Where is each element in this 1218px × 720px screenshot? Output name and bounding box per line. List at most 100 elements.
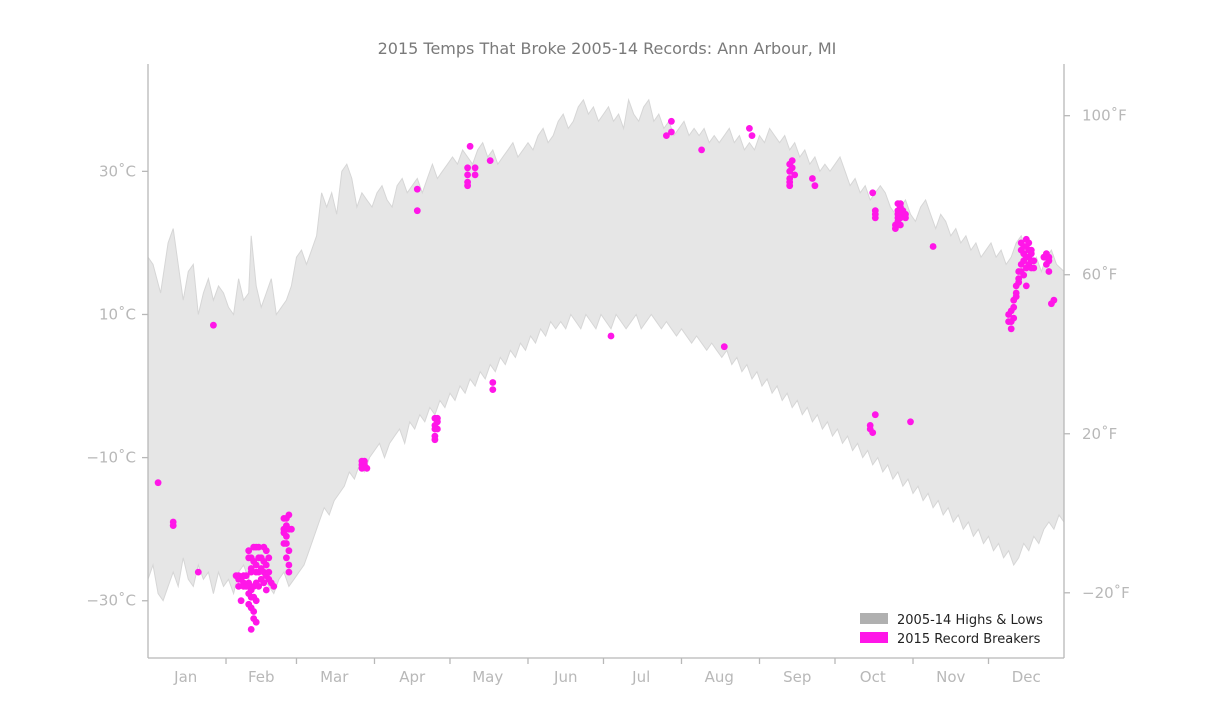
record-breaker-point: [929, 243, 937, 250]
record-breaker-point: [247, 568, 255, 576]
record-breaker-point: [154, 479, 162, 487]
record-breaker-point: [748, 132, 756, 140]
record-breaker-point: [1020, 271, 1028, 279]
x-tick-label: Jun: [553, 668, 577, 686]
record-breaker-point: [1045, 253, 1053, 261]
record-breaker-point: [252, 618, 260, 626]
record-breaker-point: [1027, 246, 1035, 254]
record-points-layer: [154, 117, 1058, 633]
record-breaker-point: [210, 321, 217, 329]
record-breaker-point: [663, 132, 670, 140]
record-breaker-point: [265, 568, 273, 576]
record-breaker-point: [869, 189, 877, 197]
record-breaker-point: [237, 597, 245, 605]
record-breaker-point: [194, 568, 202, 576]
legend-swatch-records: [860, 632, 888, 643]
record-breaker-point: [809, 175, 816, 182]
record-breaker-point: [897, 221, 904, 229]
record-breaker-point: [1012, 289, 1020, 297]
record-breaker-point: [283, 554, 290, 562]
record-breaker-point: [897, 214, 904, 222]
record-breaker-point: [607, 332, 615, 340]
record-breaker-point: [698, 146, 705, 154]
record-breaker-point: [746, 124, 753, 132]
record-breaker-point: [902, 214, 909, 222]
left-y-tick-label: 10˚C: [99, 305, 136, 323]
record-breaker-point: [434, 418, 441, 426]
record-breaker-point: [270, 583, 278, 590]
record-breaker-point: [489, 386, 497, 393]
record-breaker-point: [1007, 325, 1015, 333]
record-breaker-point: [720, 343, 728, 351]
record-breaker-point: [413, 207, 421, 215]
right-y-tick-label: 20˚F: [1082, 425, 1117, 443]
record-breaker-point: [262, 586, 270, 594]
record-breaker-point: [169, 522, 177, 529]
record-breaker-point: [235, 583, 243, 590]
x-tick-label: Mar: [320, 668, 349, 686]
record-breaker-point: [892, 225, 899, 233]
legend-label-records: 2015 Record Breakers: [897, 632, 1041, 647]
record-breaker-point: [288, 525, 295, 533]
record-breaker-point: [464, 171, 471, 179]
legend-label-band: 2005-14 Highs & Lows: [897, 613, 1043, 628]
record-breaker-point: [1045, 268, 1053, 275]
record-breaker-point: [1010, 303, 1018, 311]
record-breaker-point: [285, 568, 293, 576]
record-breaker-point: [413, 185, 421, 193]
record-breaker-point: [262, 547, 270, 555]
record-breaker-point: [668, 128, 675, 136]
record-breaker-point: [363, 464, 371, 472]
historic-band-layer: [147, 97, 1065, 602]
record-breaker-point: [252, 561, 260, 569]
x-tick-label: Jul: [631, 668, 650, 686]
record-breaker-point: [486, 157, 494, 165]
x-tick-label: Nov: [936, 668, 965, 686]
record-breaker-point: [1022, 282, 1030, 290]
record-breaker-point: [1030, 264, 1038, 272]
x-tick-label: Sep: [783, 668, 811, 686]
right-y-tick-label: 100˚F: [1082, 107, 1127, 125]
x-axis-ticks: Jan Feb Mar Apr May Jun Jul Aug Sep Oct Nov Dec: [173, 658, 1041, 686]
right-y-axis-ticks: 100˚F 60˚F 20˚F −20˚F: [1064, 107, 1130, 602]
record-breaker-point: [788, 164, 796, 172]
record-breaker-point: [907, 418, 914, 426]
left-y-tick-label: 30˚C: [99, 162, 136, 180]
x-tick-label: Dec: [1012, 668, 1041, 686]
record-breaker-point: [262, 561, 270, 569]
record-breaker-point: [471, 164, 479, 172]
record-breaker-point: [250, 608, 258, 615]
record-breaker-point: [786, 182, 794, 190]
right-y-tick-label: −20˚F: [1082, 584, 1130, 602]
record-breaker-point: [871, 411, 879, 419]
record-breaker-point: [791, 171, 799, 179]
left-y-tick-label: −10˚C: [86, 449, 136, 467]
record-breaker-point: [1050, 296, 1058, 304]
record-breaker-point: [431, 436, 439, 444]
record-breaker-point: [260, 579, 268, 587]
record-breaker-point: [361, 457, 368, 465]
record-breaker-point: [285, 547, 293, 555]
x-tick-label: Aug: [705, 668, 734, 686]
x-tick-label: Apr: [399, 668, 426, 686]
x-tick-label: Jan: [173, 668, 197, 686]
record-breaker-point: [285, 561, 293, 569]
record-breaker-point: [434, 425, 441, 433]
record-breaker-point: [283, 532, 290, 540]
x-tick-label: May: [472, 668, 503, 686]
record-breaker-point: [871, 214, 879, 222]
record-breaker-point: [285, 511, 293, 519]
x-tick-label: Feb: [248, 668, 275, 686]
record-breaker-point: [489, 379, 497, 386]
legend-swatch-band: [860, 613, 888, 624]
left-y-tick-label: −30˚C: [86, 592, 136, 610]
right-y-tick-label: 60˚F: [1082, 266, 1117, 284]
record-breaker-point: [255, 543, 263, 551]
record-breaker-point: [247, 626, 255, 633]
x-tick-label: Oct: [860, 668, 886, 686]
record-breaker-point: [869, 429, 877, 436]
record-breaker-point: [466, 142, 474, 150]
record-breaker-point: [255, 583, 263, 590]
record-breaker-point: [471, 171, 479, 179]
